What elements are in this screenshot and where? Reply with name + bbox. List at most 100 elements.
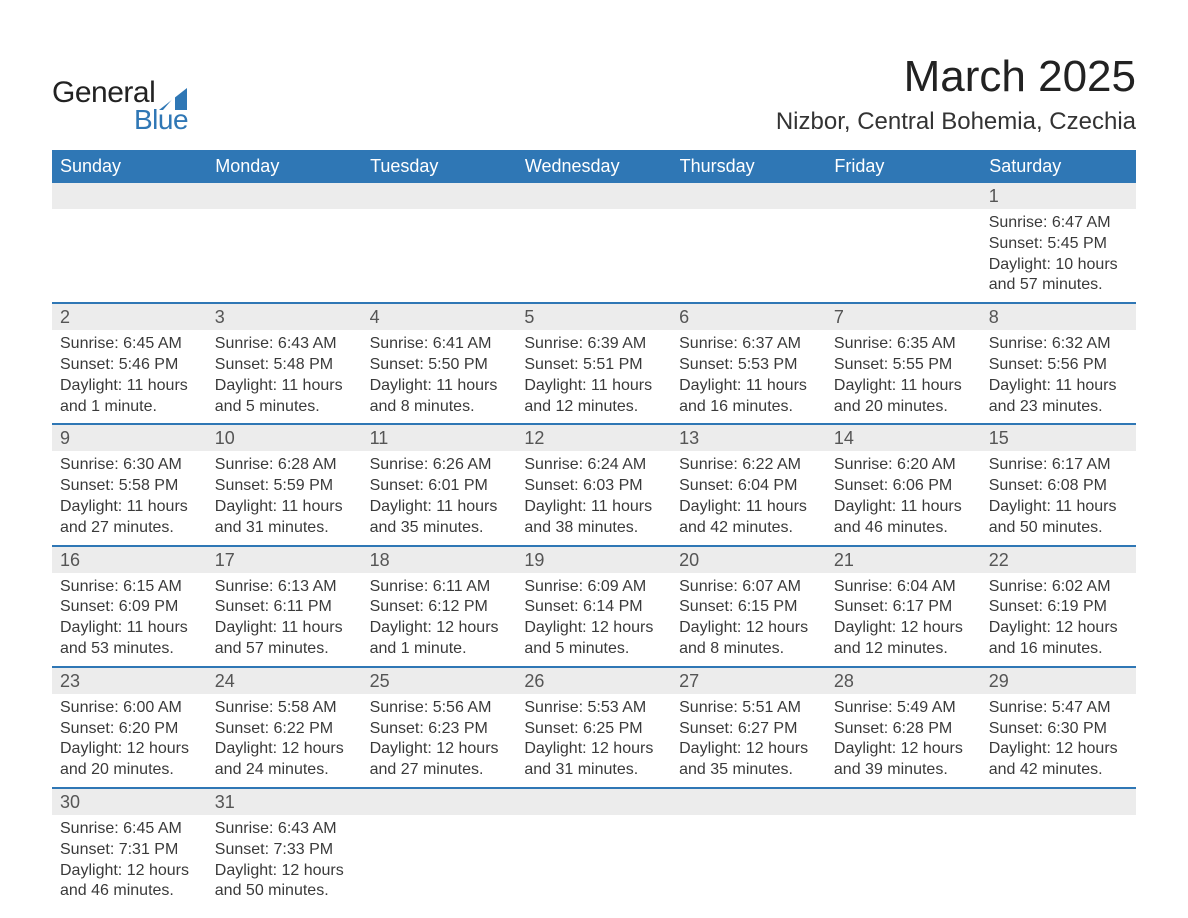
sunrise-value: 6:35 AM [897,335,956,352]
sunset-label: Sunset: [989,235,1048,252]
day-number: 10 [207,424,362,451]
daylight-label: Daylight: [989,377,1056,394]
daylight-label: Daylight: [370,498,437,515]
sunset-value: 5:51 PM [583,356,643,373]
day-detail: Sunrise: 6:41 AMSunset: 5:50 PMDaylight:… [362,330,517,424]
day-detail: Sunrise: 6:13 AMSunset: 6:11 PMDaylight:… [207,573,362,667]
empty-cell [516,183,671,209]
daylight-label: Daylight: [989,619,1056,636]
sunrise-label: Sunrise: [679,578,742,595]
sunset-value: 6:25 PM [583,720,643,737]
empty-cell [981,815,1136,908]
sunrise-value: 6:39 AM [587,335,646,352]
day-number: 15 [981,424,1136,451]
day-header-row: SundayMondayTuesdayWednesdayThursdayFrid… [52,150,1136,183]
sunset-label: Sunset: [215,477,274,494]
sunset-value: 6:03 PM [583,477,643,494]
sunset-label: Sunset: [989,720,1048,737]
day-number: 13 [671,424,826,451]
sunset-value: 5:50 PM [428,356,488,373]
location-text: Nizbor, Central Bohemia, Czechia [776,108,1136,136]
day-number: 20 [671,546,826,573]
sunrise-value: 5:47 AM [1052,699,1111,716]
day-number: 11 [362,424,517,451]
empty-cell [516,788,671,815]
daylight-label: Daylight: [215,377,282,394]
day-number: 14 [826,424,981,451]
day-number: 25 [362,667,517,694]
sunset-value: 6:08 PM [1047,477,1107,494]
week-detail-row: Sunrise: 6:00 AMSunset: 6:20 PMDaylight:… [52,694,1136,788]
day-detail: Sunrise: 6:43 AMSunset: 7:33 PMDaylight:… [207,815,362,908]
sunset-label: Sunset: [524,477,583,494]
daylight-label: Daylight: [524,740,591,757]
empty-cell [826,815,981,908]
sunset-label: Sunset: [679,356,738,373]
sunrise-label: Sunrise: [60,335,123,352]
sunset-value: 6:30 PM [1047,720,1107,737]
sunset-value: 5:58 PM [119,477,179,494]
day-detail: Sunrise: 6:04 AMSunset: 6:17 PMDaylight:… [826,573,981,667]
day-number: 8 [981,303,1136,330]
sunrise-label: Sunrise: [524,578,587,595]
day-number: 9 [52,424,207,451]
sunset-value: 5:56 PM [1047,356,1107,373]
sunset-label: Sunset: [370,356,429,373]
daylight-label: Daylight: [60,498,127,515]
daylight-label: Daylight: [215,498,282,515]
sunset-value: 6:22 PM [273,720,333,737]
sunset-value: 6:01 PM [428,477,488,494]
sunset-value: 6:28 PM [893,720,953,737]
day-detail: Sunrise: 5:56 AMSunset: 6:23 PMDaylight:… [362,694,517,788]
sunrise-value: 5:51 AM [742,699,801,716]
sunrise-label: Sunrise: [989,699,1052,716]
day-detail: Sunrise: 6:47 AMSunset: 5:45 PMDaylight:… [981,209,1136,303]
day-number: 2 [52,303,207,330]
sunset-label: Sunset: [834,356,893,373]
sunrise-value: 6:37 AM [742,335,801,352]
daylight-label: Daylight: [989,256,1056,273]
sunrise-label: Sunrise: [370,456,433,473]
sunrise-value: 6:15 AM [123,578,182,595]
week-daynum-row: 2345678 [52,303,1136,330]
day-detail: Sunrise: 6:22 AMSunset: 6:04 PMDaylight:… [671,451,826,545]
sunrise-value: 6:47 AM [1052,214,1111,231]
sunset-value: 6:27 PM [738,720,798,737]
day-number: 19 [516,546,671,573]
sunrise-label: Sunrise: [989,578,1052,595]
sunrise-label: Sunrise: [60,699,123,716]
sunrise-value: 6:11 AM [433,578,491,595]
daylight-label: Daylight: [215,862,282,879]
empty-cell [671,815,826,908]
day-detail: Sunrise: 6:24 AMSunset: 6:03 PMDaylight:… [516,451,671,545]
week-daynum-row: 23242526272829 [52,667,1136,694]
week-detail-row: Sunrise: 6:45 AMSunset: 7:31 PMDaylight:… [52,815,1136,908]
empty-cell [362,183,517,209]
day-number: 1 [981,183,1136,209]
daylight-label: Daylight: [370,740,437,757]
sunrise-value: 6:32 AM [1052,335,1111,352]
sunset-label: Sunset: [524,356,583,373]
sunrise-value: 5:58 AM [278,699,337,716]
day-number: 18 [362,546,517,573]
daylight-label: Daylight: [215,619,282,636]
daylight-label: Daylight: [679,740,746,757]
empty-cell [52,209,207,303]
sunset-value: 6:12 PM [428,598,488,615]
daylight-label: Daylight: [834,740,901,757]
sunrise-label: Sunrise: [60,456,123,473]
daylight-label: Daylight: [524,377,591,394]
sunset-label: Sunset: [679,477,738,494]
day-number: 27 [671,667,826,694]
week-detail-row: Sunrise: 6:30 AM Sunset: 5:58 PM Daylight:… [52,451,1136,545]
day-number: 31 [207,788,362,815]
sunrise-value: 6:30 AM [123,456,182,473]
daylight-label: Daylight: [834,619,901,636]
day-detail: Sunrise: 6:07 AMSunset: 6:15 PMDaylight:… [671,573,826,667]
daylight-label: Daylight: [679,377,746,394]
sunrise-label: Sunrise: [679,335,742,352]
day-number: 7 [826,303,981,330]
day-number: 22 [981,546,1136,573]
daylight-label: Daylight: [834,377,901,394]
empty-cell [362,788,517,815]
